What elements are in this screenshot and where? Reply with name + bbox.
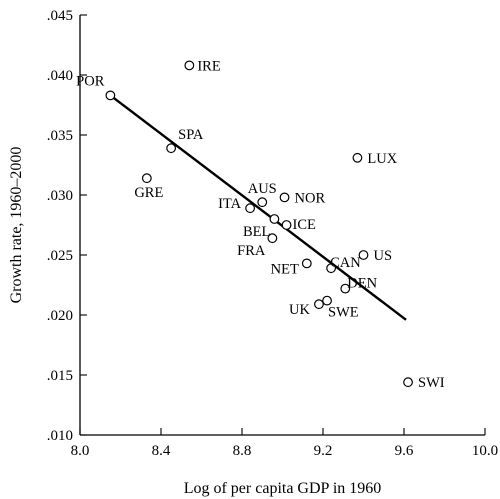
point-label: LUX: [367, 151, 397, 167]
data-point: [279, 192, 290, 203]
data-point: [322, 295, 332, 306]
y-tick-label: .015: [47, 368, 73, 384]
y-tick-label: .025: [47, 248, 73, 264]
x-tick-label: 8.8: [233, 443, 252, 459]
point-label: IRE: [197, 58, 221, 74]
y-tick-label: .030: [47, 188, 73, 204]
data-point: [184, 60, 195, 71]
point-label: CAN: [330, 255, 361, 271]
point-label: ITA: [218, 196, 242, 212]
y-tick-label: .045: [47, 8, 73, 24]
data-point: [301, 258, 312, 269]
point-label: SWE: [328, 305, 359, 321]
point-label: POR: [76, 73, 105, 89]
data-point: [326, 263, 337, 274]
x-tick-label: 8.4: [152, 443, 171, 459]
point-label: SPA: [178, 127, 204, 143]
data-point: [358, 250, 369, 260]
y-tick-label: .010: [47, 428, 73, 444]
y-tick-label: .035: [47, 128, 73, 144]
data-point: [166, 143, 177, 154]
data-point: [403, 377, 413, 388]
data-point: [352, 152, 363, 163]
point-label: AUS: [248, 181, 277, 197]
x-tick-label: 8.0: [71, 443, 90, 459]
point-label: ICE: [293, 217, 317, 233]
point-label: NET: [271, 261, 299, 277]
point-label: DEN: [347, 276, 377, 292]
y-tick-label: .040: [47, 68, 73, 84]
data-point: [269, 214, 280, 224]
data-point: [257, 197, 268, 208]
data-point: [245, 203, 256, 214]
point-label: US: [374, 248, 393, 264]
y-axis-label: Growth rate, 1960–2000: [8, 147, 25, 304]
x-tick-label: 9.6: [395, 443, 414, 459]
y-tick-label: .020: [47, 308, 73, 324]
x-ticks: 8.0 8.4 8.8 9.2 9.6 10.0: [71, 428, 498, 459]
data-point: [281, 220, 292, 230]
data-point: [141, 173, 152, 184]
data-point: [105, 90, 116, 101]
y-ticks: .010 .015 .020 .025 .030 .035 .040 .045: [47, 8, 87, 444]
point-label: BEL: [243, 224, 270, 240]
x-tick-label: 10.0: [472, 443, 498, 459]
point-label: SWI: [418, 375, 445, 391]
point-label: FRA: [237, 243, 266, 259]
x-axis-label: Log of per capita GDP in 1960: [184, 480, 382, 497]
point-label: GRE: [134, 185, 163, 201]
data-point: [267, 233, 278, 244]
x-tick-label: 9.2: [314, 443, 333, 459]
regression-line: [109, 94, 407, 321]
point-label: NOR: [295, 190, 326, 206]
point-label: UK: [289, 302, 310, 318]
data-point: [314, 299, 324, 310]
data-point: [340, 283, 351, 294]
axes: [79, 15, 485, 436]
